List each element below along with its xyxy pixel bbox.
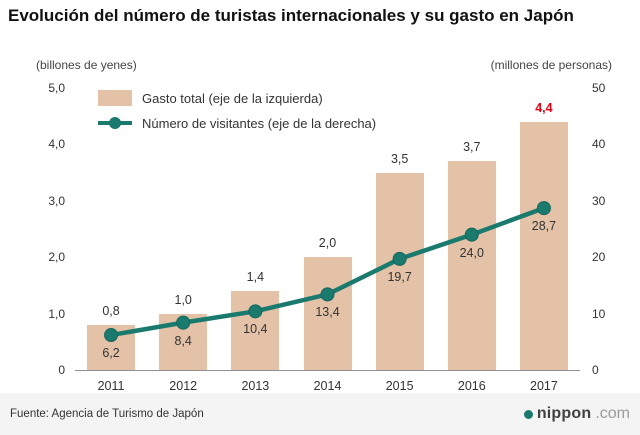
x-tick-label: 2012 <box>169 379 198 393</box>
gasto-bar <box>231 291 280 370</box>
line-point <box>464 227 479 242</box>
right-axis-unit-label: (millones de personas) <box>490 58 612 72</box>
footer: Fuente: Agencia de Turismo de Japón nipp… <box>0 393 640 435</box>
logo-name-text: nippon <box>536 405 592 422</box>
line-point <box>104 328 119 343</box>
point-value-label: 24,0 <box>459 245 484 260</box>
nippon-logo: nippon .com <box>523 405 630 423</box>
point-value-label: 19,7 <box>387 269 412 284</box>
point-value-label: 13,4 <box>315 305 340 320</box>
bar-value-label: 1,4 <box>246 270 265 285</box>
gasto-bar <box>519 121 568 370</box>
y-right-tick-label: 30 <box>592 193 606 208</box>
line-point <box>536 201 551 216</box>
y-left-tick-label: 1,0 <box>48 306 65 321</box>
y-right-tick-label: 0 <box>592 363 599 377</box>
bar-value-label: 0,8 <box>102 303 120 318</box>
source-text: Fuente: Agencia de Turismo de Japón <box>10 408 204 420</box>
legend-item-visitantes: Número de visitantes (eje de la derecha) <box>98 115 376 131</box>
y-left-tick-label: 2,0 <box>48 250 65 265</box>
logo-tld-text: .com <box>595 405 630 422</box>
point-value-label: 10,4 <box>243 322 268 337</box>
line-point <box>176 315 191 330</box>
legend-gasto-label: Gasto total (eje de la izquierda) <box>142 90 323 106</box>
x-tick-label: 2015 <box>385 379 414 393</box>
line-point <box>392 251 407 266</box>
left-axis-unit-label: (billones de yenes) <box>36 58 137 72</box>
visitors-line-layer <box>104 201 551 343</box>
bar-value-label: 2,0 <box>318 236 337 251</box>
y-right-tick-label: 50 <box>592 81 606 95</box>
x-tick-label: 2017 <box>530 379 558 393</box>
bar-value-label: 3,5 <box>390 151 409 166</box>
legend: Gasto total (eje de la izquierda) Número… <box>98 90 376 131</box>
x-tick-label: 2014 <box>313 379 342 393</box>
bar-value-label: 4,4 <box>535 100 553 115</box>
plot-area <box>75 88 580 371</box>
gasto-bar <box>303 257 352 370</box>
point-value-label: 6,2 <box>102 346 120 361</box>
y-left-tick-label: 0 <box>58 363 65 377</box>
bar-value-label: 3,7 <box>463 140 481 155</box>
legend-bar-swatch <box>98 90 132 106</box>
y-left-tick-label: 4,0 <box>48 137 65 152</box>
logo-dot-icon <box>523 409 533 419</box>
line-point <box>320 287 335 302</box>
y-left-tick-label: 5,0 <box>48 81 65 95</box>
x-tick-label: 2011 <box>97 379 125 393</box>
y-right-tick-label: 20 <box>592 250 606 265</box>
legend-item-gasto: Gasto total (eje de la izquierda) <box>98 90 376 106</box>
line-point <box>248 304 263 319</box>
gasto-bar <box>447 161 496 370</box>
legend-visitantes-label: Número de visitantes (eje de la derecha) <box>142 115 377 131</box>
chart-title: Evolución del número de turistas interna… <box>8 6 574 25</box>
point-value-label: 8,4 <box>174 333 192 348</box>
point-value-label: 28,7 <box>531 219 557 234</box>
legend-line-swatch <box>98 115 132 131</box>
x-tick-label: 2016 <box>457 379 486 393</box>
y-left-tick-label: 3,0 <box>48 193 65 208</box>
legend-line-marker-icon <box>109 117 121 129</box>
y-right-tick-label: 40 <box>592 137 606 152</box>
y-right-tick-label: 10 <box>592 306 606 321</box>
x-tick-label: 2013 <box>241 379 270 393</box>
gasto-bar <box>375 172 424 370</box>
bar-value-label: 1,0 <box>174 292 192 307</box>
